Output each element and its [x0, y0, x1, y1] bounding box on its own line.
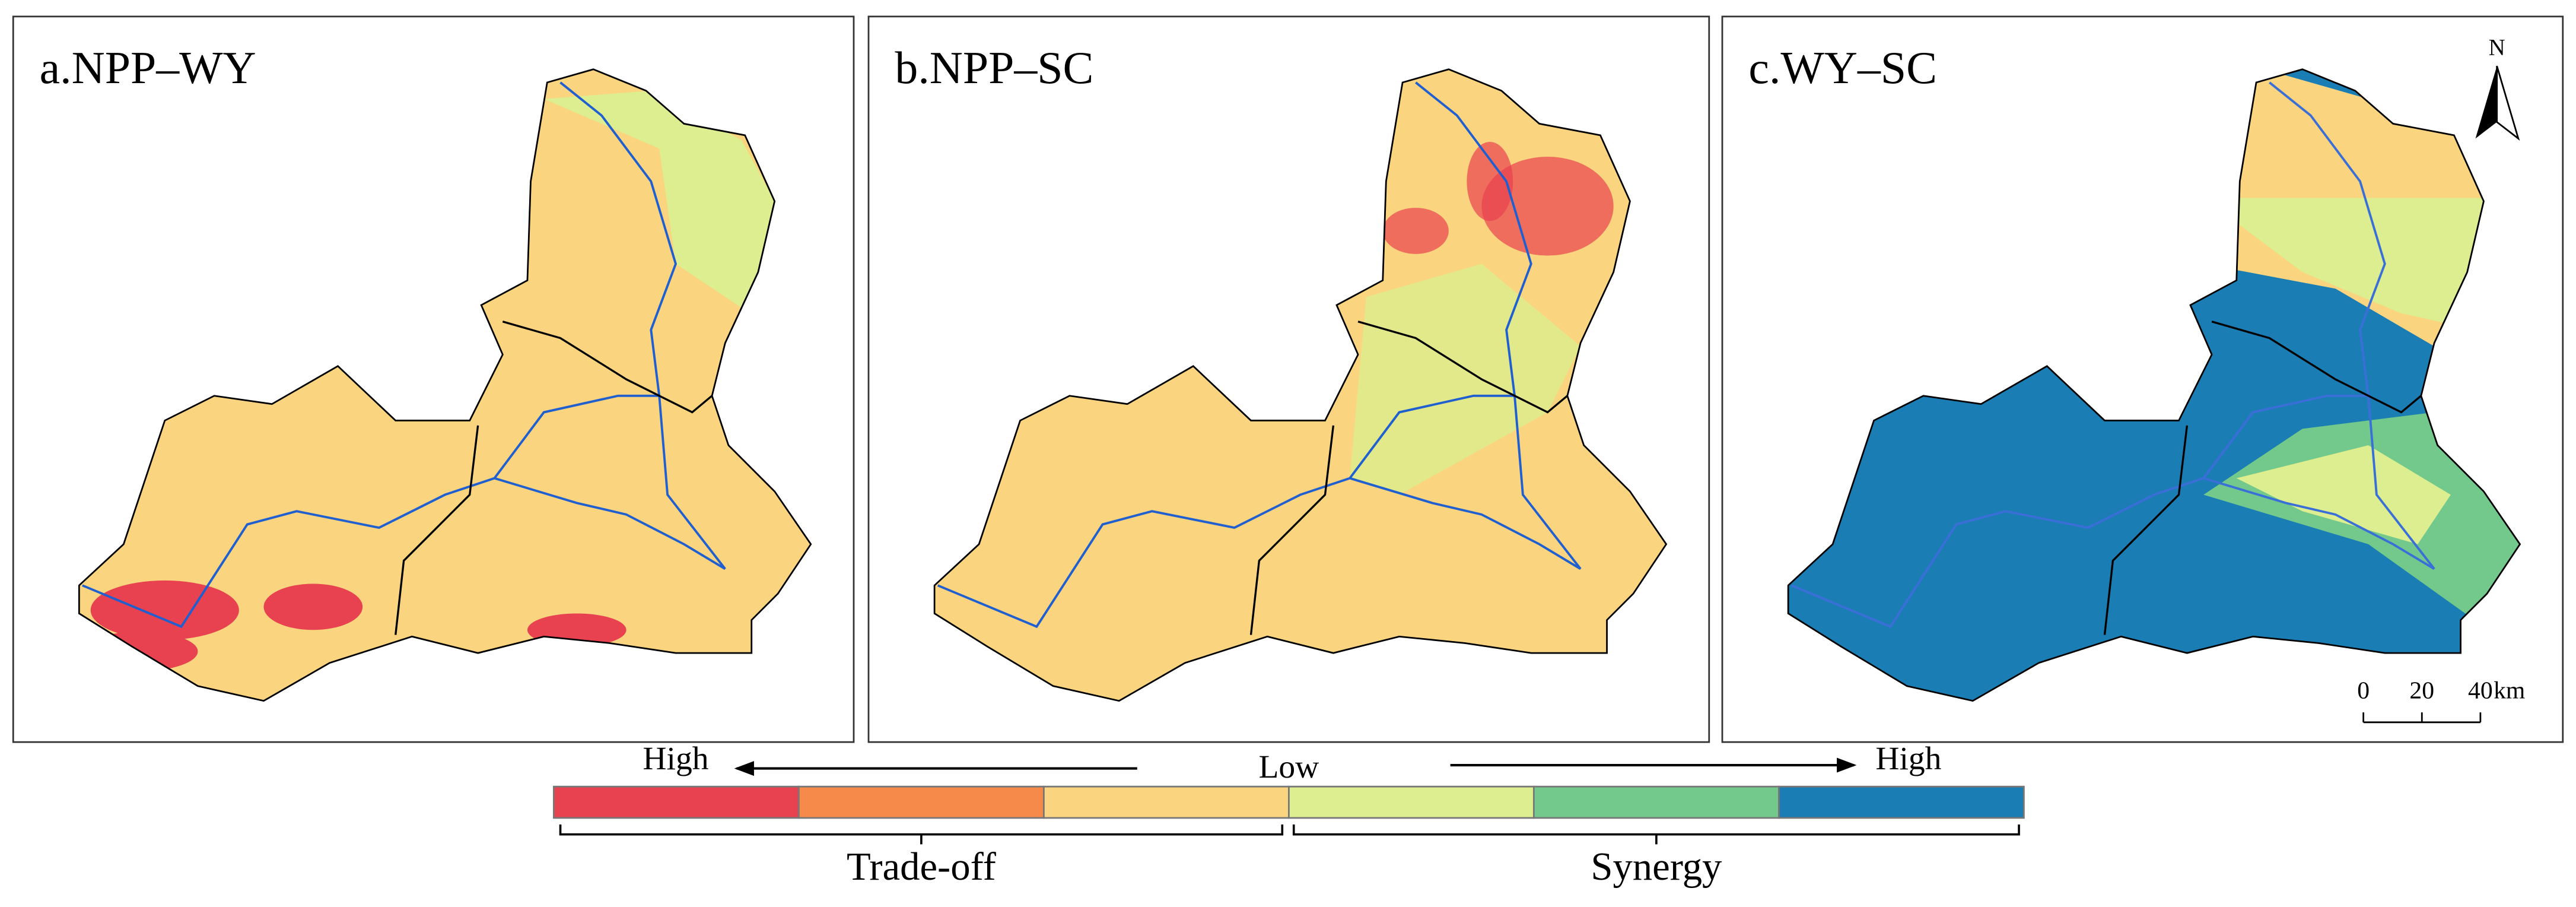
basin-outline	[78, 68, 812, 702]
group-label: Synergy	[1591, 845, 1722, 889]
patch	[1481, 156, 1614, 256]
bracket	[559, 824, 1284, 845]
legend-swatch	[1043, 785, 1290, 819]
patch	[263, 583, 363, 630]
sub-basin-boundary	[2103, 321, 2422, 635]
scale-unit: km	[2494, 677, 2525, 704]
scale-tick-label: 0	[2357, 677, 2370, 704]
river	[82, 81, 726, 629]
north-label: N	[2489, 34, 2505, 60]
panel-label: a.NPP–WY	[40, 42, 256, 93]
sub-basin-boundary	[1249, 321, 1568, 635]
basin-fill	[79, 69, 811, 701]
basin-outline	[933, 68, 1668, 702]
legend-swatch	[1287, 785, 1535, 819]
legend-bar	[553, 785, 2025, 819]
patch	[1350, 264, 1581, 495]
panel-label: c.WY–SC	[1748, 42, 1937, 93]
river	[1791, 81, 2435, 629]
panel-label: b.NPP–SC	[895, 42, 1093, 93]
scale-tick-label: 20	[2409, 677, 2434, 704]
map-panel: c.WY–SC	[1721, 15, 2564, 743]
legend-center-label: Low	[1258, 749, 1319, 785]
legend-right-label: High	[1875, 740, 1941, 777]
scale-tick-label: 40	[2468, 677, 2493, 704]
legend-left-label: High	[643, 740, 708, 777]
map-panel: a.NPP–WY	[12, 15, 855, 743]
patch	[2203, 198, 2484, 330]
sub-basin-boundary	[395, 321, 713, 635]
legend: High Low High Trade-off Synergy	[553, 740, 2025, 889]
patch	[1467, 141, 1513, 221]
basin-fill	[934, 69, 1667, 701]
basin-patches	[2203, 69, 2520, 627]
river	[937, 81, 1582, 629]
patch	[1382, 208, 1449, 254]
group-label: Trade-off	[847, 845, 997, 889]
north-arrow	[2496, 65, 2520, 141]
patch	[90, 580, 239, 640]
bracket	[1292, 824, 2020, 845]
legend-swatch	[1532, 785, 1780, 819]
map-panel: b.NPP–SC	[867, 15, 1710, 743]
map-panels: a.NPP–WY b.NPP–SC c.WY–SC	[12, 15, 2564, 743]
legend-swatch	[1777, 785, 2025, 819]
legend-swatch	[553, 785, 800, 819]
patch	[543, 90, 775, 313]
basin-patches	[1350, 141, 1614, 495]
basin-outline	[1787, 68, 2521, 702]
legend-swatch	[798, 785, 1045, 819]
